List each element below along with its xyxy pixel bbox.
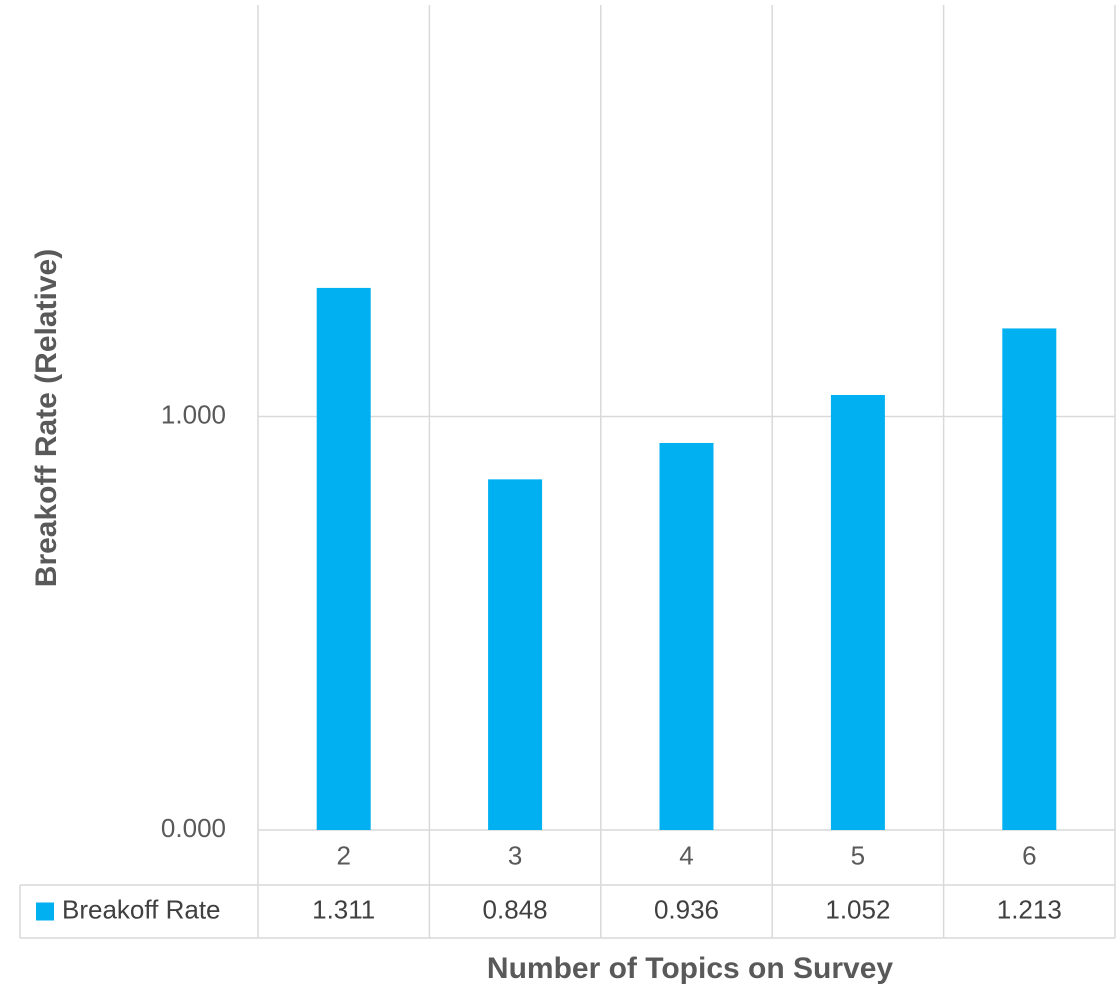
bar bbox=[316, 287, 371, 830]
x-category-label: 5 bbox=[851, 840, 865, 870]
gridlines bbox=[257, 5, 1116, 938]
y-axis-title: Breakoff Rate (Relative) bbox=[30, 249, 63, 587]
bar bbox=[488, 479, 543, 830]
y-tick-label: 0.000 bbox=[161, 813, 226, 843]
table-value: 1.213 bbox=[997, 894, 1062, 924]
legend-swatch bbox=[36, 902, 54, 921]
bar bbox=[659, 442, 714, 830]
bar bbox=[830, 394, 885, 830]
legend-label: Breakoff Rate bbox=[62, 894, 221, 924]
table-value: 0.848 bbox=[483, 894, 548, 924]
table-value: 1.311 bbox=[312, 894, 375, 924]
y-tick-label: 1.000 bbox=[161, 399, 226, 429]
x-category-label: 4 bbox=[679, 840, 693, 870]
data-table: Breakoff Rate 2 1.311 3 0.848 4 0.936 5 1.052 6 1.… bbox=[19, 840, 1115, 939]
bar bbox=[1002, 328, 1057, 830]
x-axis-title: Number of Topics on Survey bbox=[487, 952, 893, 985]
table-value: 0.936 bbox=[654, 894, 719, 924]
x-category-label: 2 bbox=[336, 840, 350, 870]
x-category-label: 3 bbox=[508, 840, 522, 870]
table-value: 1.052 bbox=[825, 894, 890, 924]
y-axis-ticks: 0.000 1.000 bbox=[161, 399, 226, 843]
x-category-label: 6 bbox=[1022, 840, 1036, 870]
bars bbox=[316, 287, 1057, 830]
